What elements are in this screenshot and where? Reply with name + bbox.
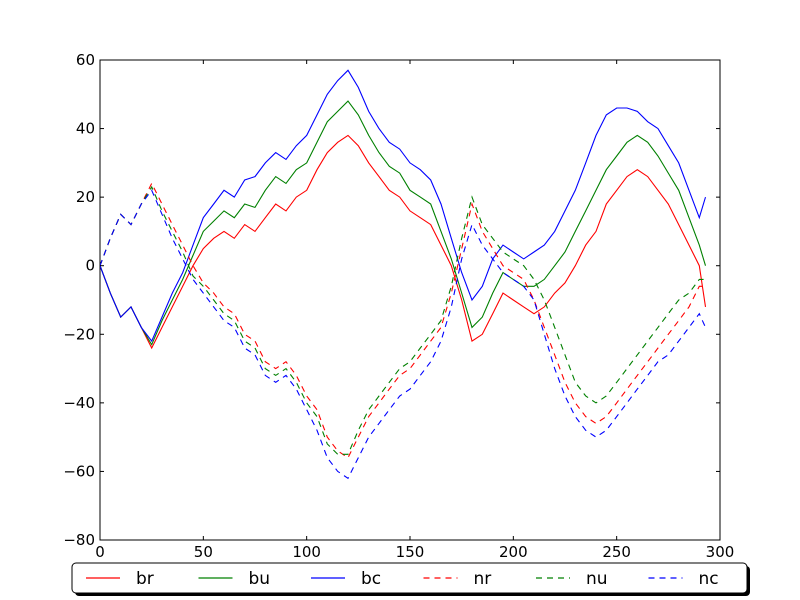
legend: br bu bc nr nu nc bbox=[71, 562, 750, 596]
x-tick-label: 150 bbox=[396, 543, 425, 561]
legend-label-bu: bu bbox=[249, 569, 271, 589]
y-tick-label: −60 bbox=[63, 462, 95, 480]
y-tick-label: −40 bbox=[63, 394, 95, 412]
x-tick-label: 300 bbox=[706, 543, 735, 561]
y-tick-label: 0 bbox=[85, 257, 95, 275]
legend-box bbox=[71, 562, 748, 594]
series-line-br bbox=[100, 134, 707, 350]
series-line-bc bbox=[100, 69, 707, 343]
x-tick-label: 200 bbox=[499, 543, 528, 561]
series-line-nc bbox=[100, 189, 707, 480]
series-line-nr bbox=[100, 182, 706, 459]
y-tick-label: −80 bbox=[63, 531, 95, 549]
legend-label-nr: nr bbox=[474, 569, 492, 589]
y-tick-label: 40 bbox=[76, 120, 95, 138]
series-layer bbox=[100, 69, 707, 480]
x-tick-label: 100 bbox=[292, 543, 321, 561]
legend-label-br: br bbox=[136, 569, 154, 589]
series-line-nu bbox=[100, 185, 706, 455]
x-tick-label: 0 bbox=[95, 543, 105, 561]
legend-label-bc: bc bbox=[361, 569, 381, 589]
x-tick-label: 50 bbox=[194, 543, 213, 561]
y-tick-label: 20 bbox=[76, 188, 95, 206]
series-line-bu bbox=[100, 100, 707, 346]
legend-label-nc: nc bbox=[699, 569, 719, 589]
ticks-layer: 0 50 100 150 200 250 300 −80 −60 −40 −20 0 20 40 60 bbox=[63, 51, 734, 561]
legend-label-nu: nu bbox=[586, 569, 608, 589]
x-tick-label: 250 bbox=[602, 543, 631, 561]
plot-area bbox=[99, 59, 721, 541]
y-tick-label: −20 bbox=[63, 325, 95, 343]
plot-background bbox=[100, 60, 720, 540]
y-tick-label: 60 bbox=[76, 51, 95, 69]
